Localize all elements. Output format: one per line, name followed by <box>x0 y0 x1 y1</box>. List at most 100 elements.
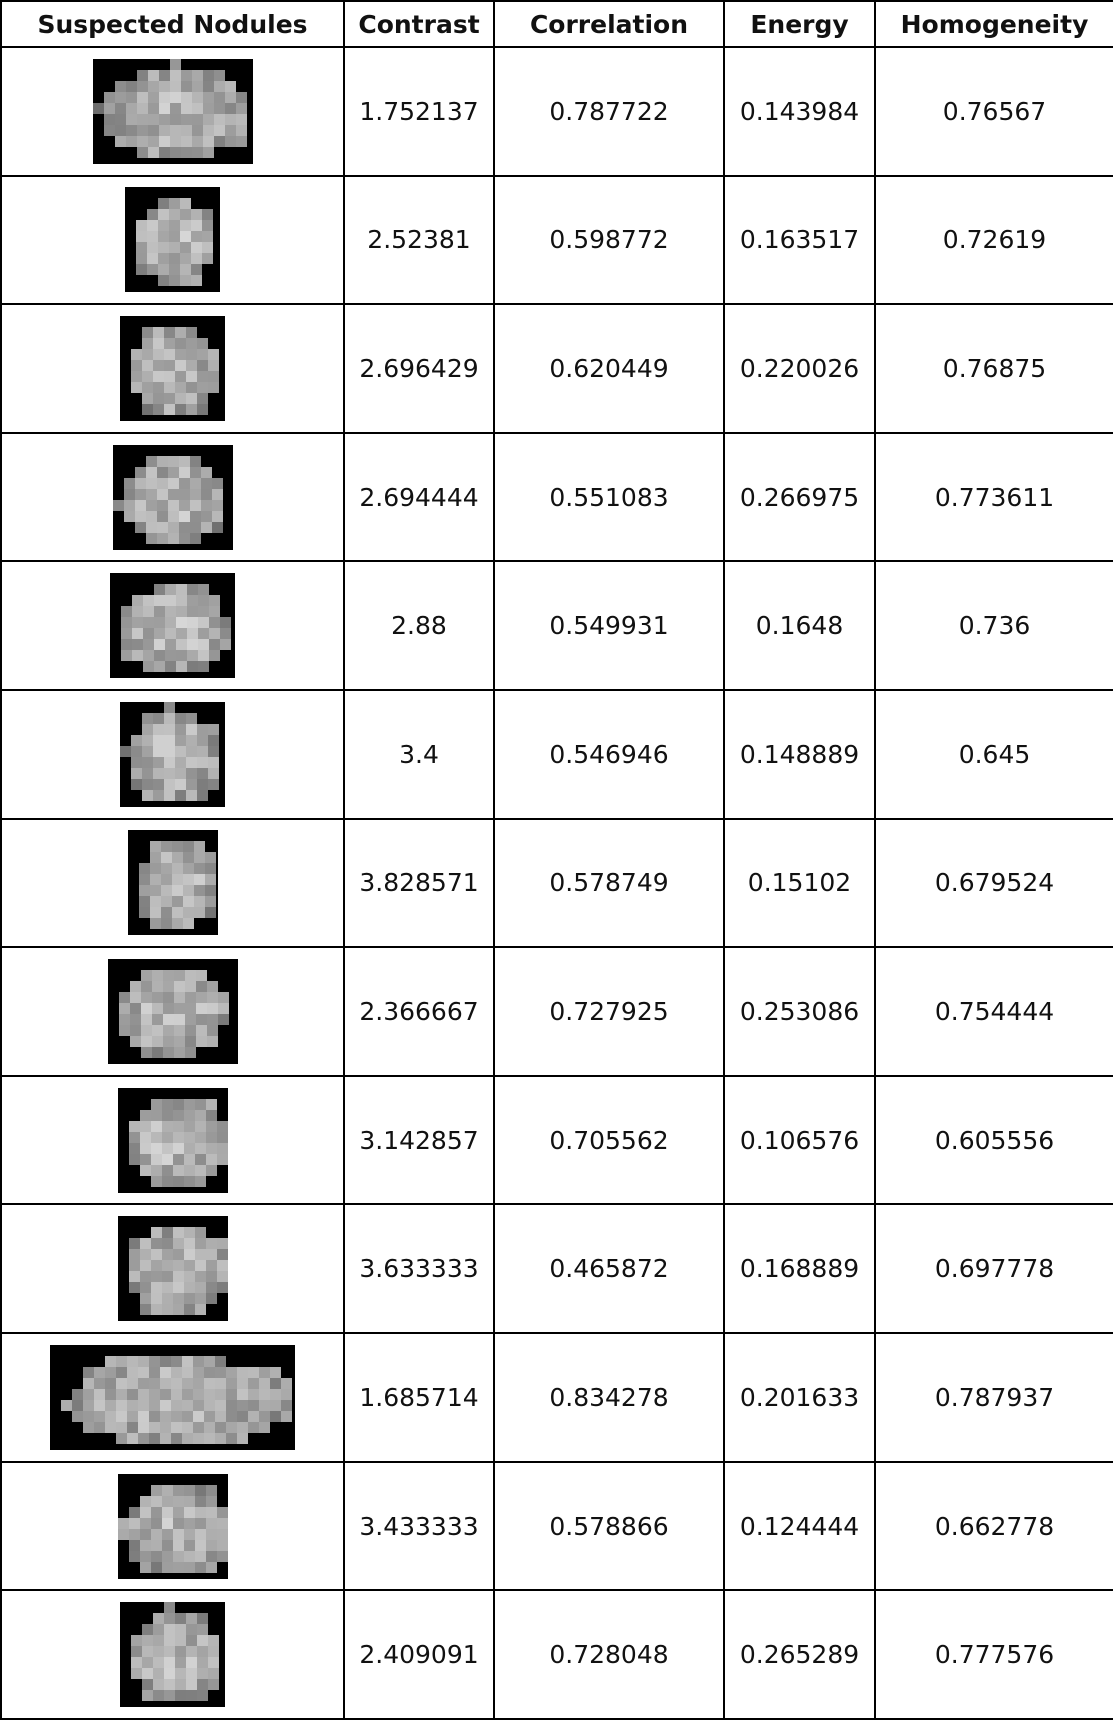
image-pixel <box>207 1003 218 1014</box>
image-pixel <box>217 1154 228 1165</box>
image-pixel <box>207 992 218 1003</box>
image-pixel <box>151 1099 162 1110</box>
nodule-cell <box>1 176 344 305</box>
image-pixel <box>61 1400 72 1411</box>
image-pixel <box>180 209 191 220</box>
image-pixel <box>181 92 192 103</box>
image-pixel <box>187 617 198 628</box>
image-pixel <box>163 1003 174 1014</box>
image-pixel <box>138 1367 149 1378</box>
image-pixel <box>169 253 180 264</box>
value-cell: 0.551083 <box>494 433 724 562</box>
image-pixel <box>184 1238 195 1249</box>
image-pixel <box>186 757 197 768</box>
image-pixel <box>182 1400 193 1411</box>
image-pixel <box>94 1400 105 1411</box>
image-pixel <box>159 147 170 158</box>
image-pixel <box>174 992 185 1003</box>
image-pixel <box>197 349 208 360</box>
image-pixel <box>104 125 115 136</box>
image-pixel <box>159 136 170 147</box>
image-pixel <box>203 92 214 103</box>
image-pixel <box>203 136 214 147</box>
image-pixel <box>139 896 150 907</box>
image-pixel <box>173 1551 184 1562</box>
image-pixel <box>164 1646 175 1657</box>
image-pixel <box>186 1657 197 1668</box>
image-pixel <box>173 1227 184 1238</box>
image-pixel <box>202 220 213 231</box>
image-pixel <box>139 907 150 918</box>
image-pixel <box>116 1433 127 1444</box>
image-pixel <box>147 231 158 242</box>
image-pixel <box>195 1238 206 1249</box>
image-pixel <box>198 661 209 672</box>
image-pixel <box>175 393 186 404</box>
image-pixel <box>139 885 150 896</box>
image-pixel <box>137 103 148 114</box>
image-pixel <box>186 1646 197 1657</box>
image-pixel <box>153 790 164 801</box>
image-pixel <box>183 907 194 918</box>
image-pixel <box>129 1154 140 1165</box>
image-pixel <box>173 1304 184 1315</box>
image-pixel <box>153 338 164 349</box>
image-pixel <box>164 1668 175 1679</box>
value-cell: 0.620449 <box>494 304 724 433</box>
image-pixel <box>171 1411 182 1422</box>
image-pixel <box>179 533 190 544</box>
image-pixel <box>206 1143 217 1154</box>
value-cell: 0.72619 <box>875 176 1113 305</box>
image-pixel <box>202 209 213 220</box>
image-pixel <box>184 1249 195 1260</box>
image-pixel <box>151 1249 162 1260</box>
image-pixel <box>161 907 172 918</box>
image-pixel <box>204 1367 215 1378</box>
nodule-image <box>120 1602 225 1707</box>
image-pixel <box>196 970 207 981</box>
image-pixel <box>164 371 175 382</box>
value-cell: 2.409091 <box>344 1590 494 1719</box>
image-pixel <box>186 1690 197 1701</box>
image-pixel <box>149 1367 160 1378</box>
image-pixel <box>105 1422 116 1433</box>
value-cell: 0.662778 <box>875 1462 1113 1591</box>
image-pixel <box>193 1389 204 1400</box>
image-pixel <box>72 1411 83 1422</box>
image-pixel <box>129 1260 140 1271</box>
image-pixel <box>173 1121 184 1132</box>
image-pixel <box>206 1154 217 1165</box>
image-pixel <box>164 360 175 371</box>
column-header: Suspected Nodules <box>1 1 344 47</box>
image-pixel <box>179 500 190 511</box>
image-pixel <box>197 746 208 757</box>
image-pixel <box>140 1529 151 1540</box>
image-pixel <box>173 1282 184 1293</box>
image-pixel <box>121 617 132 628</box>
nodule-cell <box>1 433 344 562</box>
image-pixel <box>187 661 198 672</box>
image-pixel <box>132 628 143 639</box>
image-pixel <box>162 1110 173 1121</box>
image-pixel <box>164 757 175 768</box>
image-pixel <box>220 628 231 639</box>
image-pixel <box>154 595 165 606</box>
image-pixel <box>198 639 209 650</box>
image-pixel <box>163 992 174 1003</box>
image-pixel <box>153 327 164 338</box>
image-pixel <box>218 1014 229 1025</box>
image-pixel <box>186 338 197 349</box>
image-pixel <box>197 382 208 393</box>
image-pixel <box>168 522 179 533</box>
image-pixel <box>194 907 205 918</box>
image-pixel <box>136 253 147 264</box>
image-pixel <box>165 617 176 628</box>
image-pixel <box>193 1400 204 1411</box>
image-pixel <box>140 1249 151 1260</box>
image-pixel <box>175 768 186 779</box>
value-cell: 0.727925 <box>494 947 724 1076</box>
image-pixel <box>142 713 153 724</box>
image-pixel <box>194 896 205 907</box>
